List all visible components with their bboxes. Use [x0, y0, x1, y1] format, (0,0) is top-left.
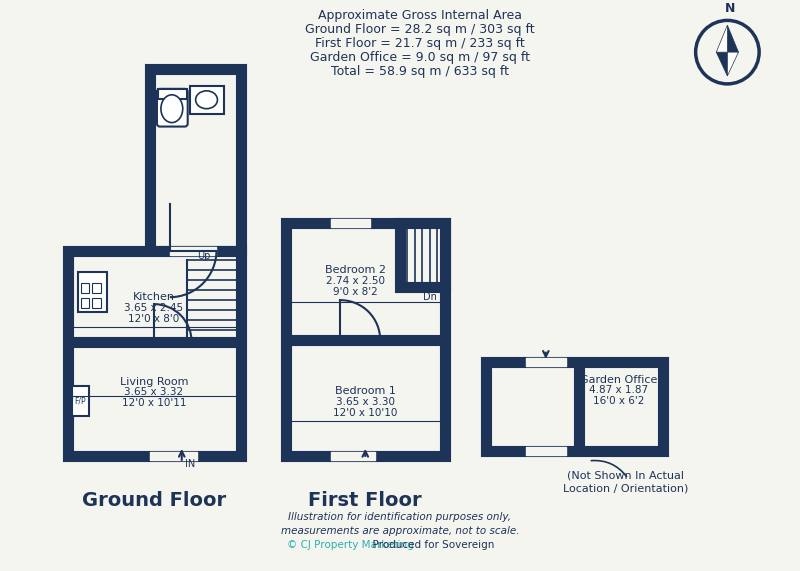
FancyBboxPatch shape — [157, 89, 188, 127]
Text: Bedroom 2: Bedroom 2 — [325, 266, 386, 275]
Text: Garden Office = 9.0 sq m / 97 sq ft: Garden Office = 9.0 sq m / 97 sq ft — [310, 51, 530, 64]
Bar — [486, 361, 663, 451]
Polygon shape — [716, 25, 727, 52]
Ellipse shape — [196, 91, 218, 108]
Text: First Floor = 21.7 sq m / 233 sq ft: First Floor = 21.7 sq m / 233 sq ft — [315, 37, 525, 50]
Text: Bedroom 1: Bedroom 1 — [335, 387, 396, 396]
Text: Total = 58.9 sq m / 633 sq ft: Total = 58.9 sq m / 633 sq ft — [331, 65, 509, 78]
Polygon shape — [727, 52, 738, 76]
Text: 9'0 x 8'2: 9'0 x 8'2 — [333, 287, 378, 297]
Bar — [150, 69, 242, 251]
Bar — [400, 223, 445, 287]
Text: 3.65 x 3.30: 3.65 x 3.30 — [336, 397, 394, 407]
Bar — [93, 283, 102, 293]
Text: Ground Floor = 28.2 sq m / 303 sq ft: Ground Floor = 28.2 sq m / 303 sq ft — [305, 23, 534, 37]
Bar — [81, 283, 90, 293]
Text: 4.87 x 1.87: 4.87 x 1.87 — [589, 385, 648, 396]
Text: 2.74 x 2.50: 2.74 x 2.50 — [326, 276, 385, 286]
Ellipse shape — [161, 95, 182, 123]
Bar — [81, 298, 90, 308]
Bar — [72, 387, 90, 416]
Text: Illustration for identification purposes only,: Illustration for identification purposes… — [289, 512, 511, 522]
Text: Living Room: Living Room — [120, 376, 188, 387]
Text: Dn: Dn — [423, 292, 437, 302]
Bar — [158, 89, 186, 99]
Text: Up: Up — [197, 251, 210, 260]
Text: 3.65 x 2.45: 3.65 x 2.45 — [125, 303, 183, 313]
Polygon shape — [716, 52, 727, 76]
Text: Kitchen: Kitchen — [133, 292, 175, 302]
Text: Garden Office: Garden Office — [579, 375, 657, 384]
Polygon shape — [727, 25, 738, 52]
Text: IN: IN — [185, 459, 195, 469]
Text: F/P: F/P — [74, 397, 86, 406]
Bar — [190, 86, 225, 114]
Text: 3.65 x 3.32: 3.65 x 3.32 — [125, 388, 183, 397]
Text: First Floor: First Floor — [309, 490, 422, 510]
Bar — [68, 251, 242, 456]
Text: © CJ Property Marketing: © CJ Property Marketing — [287, 540, 414, 550]
Text: 16'0 x 6'2: 16'0 x 6'2 — [593, 396, 644, 407]
Text: 12'0 x 10'10: 12'0 x 10'10 — [333, 408, 398, 419]
Text: (Not Shown In Actual: (Not Shown In Actual — [566, 471, 684, 481]
Text: N: N — [725, 2, 735, 15]
Text: Location / Orientation): Location / Orientation) — [562, 484, 688, 494]
Text: Produced for Sovereign: Produced for Sovereign — [366, 540, 494, 550]
Text: 12'0 x 10'11: 12'0 x 10'11 — [122, 399, 186, 408]
Bar — [93, 298, 102, 308]
Text: Ground Floor: Ground Floor — [82, 490, 226, 510]
Bar — [78, 272, 107, 312]
Text: measurements are approximate, not to scale.: measurements are approximate, not to sca… — [281, 526, 519, 536]
Text: Approximate Gross Internal Area: Approximate Gross Internal Area — [318, 10, 522, 22]
Text: 12'0 x 8'0: 12'0 x 8'0 — [128, 314, 179, 324]
Bar — [286, 223, 445, 456]
